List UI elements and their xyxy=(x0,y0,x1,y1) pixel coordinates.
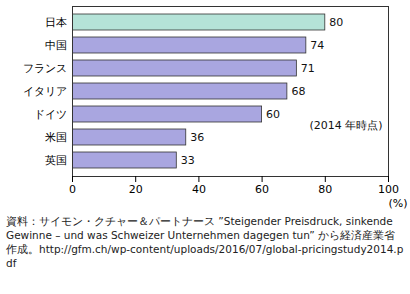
svg-text:(%): (%) xyxy=(388,197,407,210)
svg-text:米国: 米国 xyxy=(45,131,67,144)
svg-text:0: 0 xyxy=(69,183,76,196)
svg-text:20: 20 xyxy=(129,183,143,196)
svg-text:33: 33 xyxy=(181,154,195,167)
svg-text:(2014 年時点): (2014 年時点) xyxy=(309,119,382,132)
svg-text:60: 60 xyxy=(255,183,269,196)
svg-text:40: 40 xyxy=(192,183,206,196)
svg-text:英国: 英国 xyxy=(45,154,67,167)
svg-text:ドイツ: ドイツ xyxy=(34,108,67,121)
html-text:資料：サイモン・クチャー＆パートナース ”Steigende: 資料：サイモン・クチャー＆パートナース ”Steigender Preisdru… xyxy=(6,215,404,269)
svg-text:イタリア: イタリア xyxy=(23,85,67,98)
svg-text:80: 80 xyxy=(318,183,332,196)
svg-text:日本: 日本 xyxy=(45,16,67,29)
svg-text:74: 74 xyxy=(310,39,324,52)
svg-text:100: 100 xyxy=(378,183,399,196)
svg-text:中国: 中国 xyxy=(45,39,67,52)
svg-text:フランス: フランス xyxy=(23,62,67,75)
svg-text:60: 60 xyxy=(266,108,280,121)
svg-text:68: 68 xyxy=(291,85,305,98)
svg-text:71: 71 xyxy=(301,62,315,75)
svg-text:36: 36 xyxy=(190,131,204,144)
svg-text:80: 80 xyxy=(329,16,343,29)
